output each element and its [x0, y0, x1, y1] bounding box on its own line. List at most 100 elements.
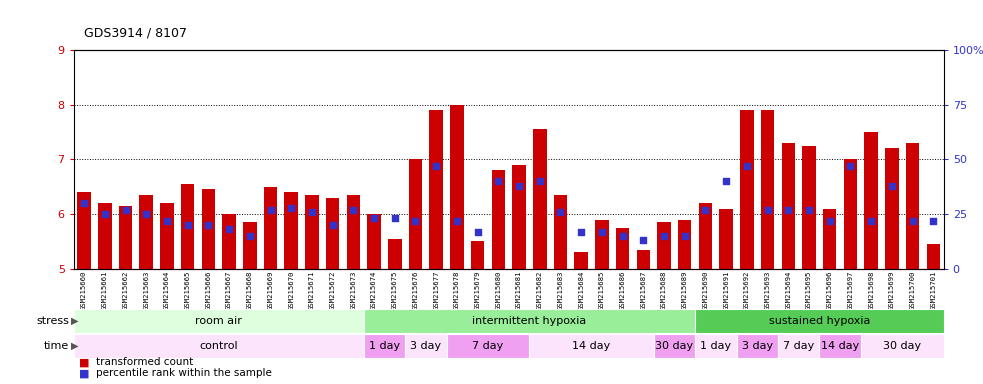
Point	[77, 200, 92, 206]
Text: stress: stress	[36, 316, 69, 326]
Bar	[74, 334, 364, 358]
Bar	[553, 195, 567, 269]
Bar	[512, 165, 526, 269]
Text: intermittent hypoxia: intermittent hypoxia	[472, 316, 587, 326]
Point	[180, 222, 196, 228]
Bar	[388, 239, 401, 269]
Point	[387, 215, 403, 222]
Text: ■: ■	[79, 368, 89, 378]
Point	[139, 211, 154, 217]
Point	[97, 211, 113, 217]
Point	[801, 207, 817, 213]
Point	[449, 218, 465, 224]
Bar	[530, 334, 654, 358]
Bar	[761, 110, 775, 269]
Text: 14 day: 14 day	[821, 341, 859, 351]
Point	[429, 163, 444, 169]
Bar	[778, 334, 820, 358]
Bar	[695, 334, 736, 358]
Point	[470, 228, 486, 235]
Point	[408, 218, 424, 224]
Bar	[616, 228, 629, 269]
Point	[201, 222, 216, 228]
Text: time: time	[43, 341, 69, 351]
Bar	[574, 252, 588, 269]
Bar	[471, 242, 485, 269]
Text: 30 day: 30 day	[883, 341, 921, 351]
Bar	[243, 222, 257, 269]
Bar	[843, 159, 857, 269]
Text: 7 day: 7 day	[783, 341, 814, 351]
Bar	[78, 192, 90, 269]
Bar	[140, 195, 153, 269]
Bar	[222, 214, 236, 269]
Text: control: control	[200, 341, 238, 351]
Bar	[740, 110, 754, 269]
Text: 1 day: 1 day	[369, 341, 400, 351]
Bar	[119, 206, 133, 269]
Bar	[885, 149, 898, 269]
Point	[594, 228, 609, 235]
Bar	[864, 132, 878, 269]
Point	[511, 182, 527, 189]
Point	[283, 204, 299, 210]
Bar	[699, 203, 713, 269]
Bar	[430, 110, 443, 269]
Text: 3 day: 3 day	[742, 341, 773, 351]
Point	[635, 237, 651, 243]
Text: sustained hypoxia: sustained hypoxia	[769, 316, 870, 326]
Bar	[820, 334, 861, 358]
Bar	[654, 334, 695, 358]
Bar	[364, 309, 695, 333]
Bar	[305, 195, 318, 269]
Bar	[347, 195, 360, 269]
Bar	[861, 334, 944, 358]
Bar	[74, 309, 364, 333]
Text: 7 day: 7 day	[473, 341, 503, 351]
Point	[884, 182, 899, 189]
Point	[904, 218, 920, 224]
Bar	[405, 334, 446, 358]
Point	[925, 218, 941, 224]
Bar	[906, 143, 919, 269]
Point	[614, 233, 630, 239]
Text: percentile rank within the sample: percentile rank within the sample	[96, 368, 272, 378]
Point	[367, 215, 382, 222]
Point	[242, 233, 258, 239]
Point	[304, 209, 319, 215]
Point	[118, 207, 134, 213]
Text: 14 day: 14 day	[572, 341, 610, 351]
Text: 1 day: 1 day	[700, 341, 731, 351]
Point	[822, 218, 838, 224]
Bar	[450, 105, 464, 269]
Bar	[326, 198, 339, 269]
Bar	[284, 192, 298, 269]
Text: 30 day: 30 day	[656, 341, 693, 351]
Bar	[781, 143, 795, 269]
Text: transformed count: transformed count	[96, 358, 194, 367]
Bar	[595, 220, 608, 269]
Text: room air: room air	[196, 316, 242, 326]
Point	[698, 207, 714, 213]
Point	[760, 207, 776, 213]
Bar	[533, 129, 547, 269]
Bar	[823, 209, 837, 269]
Point	[491, 178, 506, 184]
Point	[677, 233, 693, 239]
Bar	[736, 334, 778, 358]
Bar	[409, 159, 423, 269]
Point	[221, 226, 237, 232]
Bar	[446, 334, 530, 358]
Point	[532, 178, 548, 184]
Bar	[98, 203, 111, 269]
Bar	[802, 146, 816, 269]
Text: 3 day: 3 day	[410, 341, 441, 351]
Text: GDS3914 / 8107: GDS3914 / 8107	[84, 27, 187, 40]
Point	[324, 222, 340, 228]
Bar	[202, 189, 215, 269]
Bar	[263, 187, 277, 269]
Bar	[720, 209, 733, 269]
Bar	[181, 184, 195, 269]
Bar	[160, 203, 174, 269]
Point	[842, 163, 858, 169]
